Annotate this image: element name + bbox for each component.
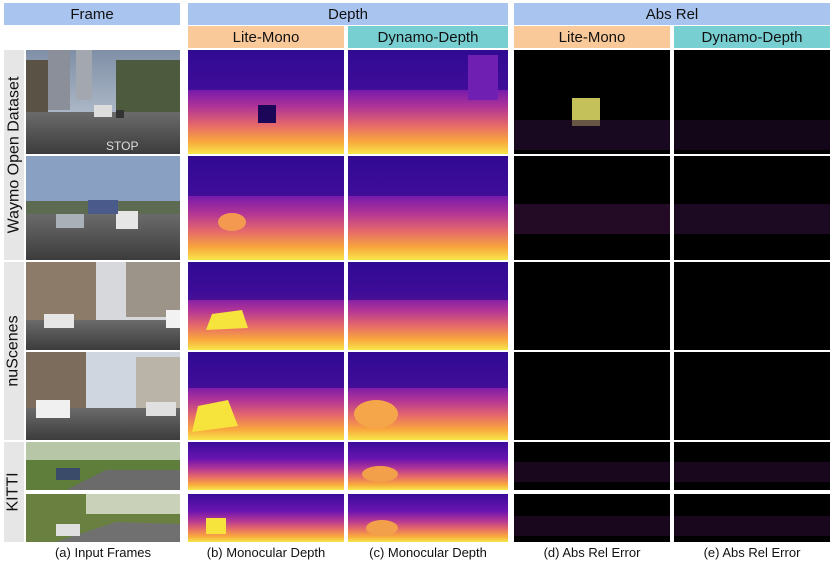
abs-rel-litemono-nuscenes-2 — [514, 352, 670, 440]
input-frame-kitti-2 — [26, 494, 180, 542]
depth-dynamo-kitti-1 — [348, 442, 508, 490]
abs-rel-dynamo-waymo-1 — [674, 50, 830, 154]
row-label-kitti: KITTI — [4, 442, 24, 542]
row-label-waymo: Waymo Open Dataset — [4, 50, 24, 260]
absrel-header: Abs Rel — [514, 3, 830, 25]
depth-dynamo-waymo-1 — [348, 50, 508, 154]
abs-rel-dynamo-nuscenes-1 — [674, 262, 830, 350]
litemono-depth-header: Lite-Mono — [188, 26, 344, 48]
abs-rel-dynamo-nuscenes-2 — [674, 352, 830, 440]
row-label-nuscenes: nuScenes — [4, 262, 24, 440]
litemono-error-header: Lite-Mono — [514, 26, 670, 48]
input-frame-nuscenes-2 — [26, 352, 180, 440]
depth-litemono-nuscenes-2 — [188, 352, 344, 440]
depth-litemono-kitti-1 — [188, 442, 344, 490]
abs-rel-litemono-waymo-1 — [514, 50, 670, 154]
depth-dynamo-waymo-2 — [348, 156, 508, 260]
input-frame-kitti-1 — [26, 442, 180, 490]
input-frame-nuscenes-1 — [26, 262, 180, 350]
caption-abs-rel-litemono: (d) Abs Rel Error — [543, 545, 641, 560]
caption-monocular-depth-dynamo: (c) Monocular Depth — [369, 545, 487, 560]
abs-rel-litemono-nuscenes-1 — [514, 262, 670, 350]
depth-dynamo-kitti-2 — [348, 494, 508, 542]
caption-monocular-depth-litemono: (b) Monocular Depth — [206, 545, 326, 560]
depth-header: Depth — [188, 3, 508, 25]
depth-dynamo-nuscenes-1 — [348, 262, 508, 350]
abs-rel-dynamo-kitti-2 — [674, 494, 830, 542]
abs-rel-dynamo-kitti-1 — [674, 442, 830, 490]
caption-input-frames: (a) Input Frames — [54, 545, 152, 560]
input-frame-waymo-1: STOP — [26, 50, 180, 154]
caption-abs-rel-dynamo: (e) Abs Rel Error — [703, 545, 801, 560]
frame-header: Frame — [4, 3, 180, 25]
abs-rel-litemono-waymo-2 — [514, 156, 670, 260]
depth-litemono-kitti-2 — [188, 494, 344, 542]
dynamo-error-header: Dynamo-Depth — [674, 26, 830, 48]
depth-litemono-nuscenes-1 — [188, 262, 344, 350]
dynamo-depth-header: Dynamo-Depth — [348, 26, 508, 48]
svg-text:STOP: STOP — [106, 139, 138, 153]
abs-rel-dynamo-waymo-2 — [674, 156, 830, 260]
abs-rel-litemono-kitti-2 — [514, 494, 670, 542]
depth-litemono-waymo-1 — [188, 50, 344, 154]
depth-dynamo-nuscenes-2 — [348, 352, 508, 440]
input-frame-waymo-2 — [26, 156, 180, 260]
depth-litemono-waymo-2 — [188, 156, 344, 260]
abs-rel-litemono-kitti-1 — [514, 442, 670, 490]
